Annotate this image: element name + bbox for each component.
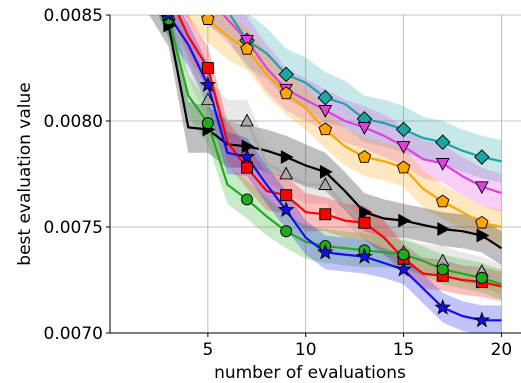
series-7-point bbox=[280, 225, 293, 238]
series-4-point bbox=[241, 139, 255, 154]
series-8-point bbox=[199, 76, 217, 93]
series-2-point bbox=[240, 35, 254, 48]
series-8-point bbox=[163, 15, 174, 23]
series-8-point bbox=[277, 201, 295, 218]
y-tick-label: 0.0080 bbox=[44, 112, 103, 132]
series-8-point bbox=[395, 260, 412, 277]
series-6-point bbox=[201, 62, 214, 74]
y-tick-label: 0.0085 bbox=[44, 6, 103, 26]
series-6-point bbox=[280, 189, 293, 202]
series-8-point bbox=[434, 298, 452, 315]
series-1-point bbox=[317, 89, 334, 106]
series-4-point bbox=[398, 213, 412, 228]
series-3-point bbox=[240, 41, 254, 55]
series-2-point bbox=[435, 158, 450, 171]
series-5-point bbox=[200, 92, 215, 106]
series-7-point bbox=[241, 193, 253, 206]
series-5-point bbox=[279, 166, 294, 180]
x-axis-label: number of evaluations bbox=[214, 363, 406, 383]
series-2-point bbox=[474, 181, 489, 195]
x-tick-label: 20 bbox=[491, 340, 513, 360]
series-7-point bbox=[475, 271, 488, 284]
axes bbox=[109, 15, 521, 334]
series-5-band bbox=[158, 15, 502, 295]
series-8-point bbox=[316, 243, 334, 260]
series-4-band bbox=[149, 15, 502, 266]
series-6-point bbox=[319, 208, 332, 221]
series-6-band bbox=[168, 15, 502, 302]
series-3-point bbox=[435, 194, 450, 208]
series-6-point bbox=[358, 216, 371, 229]
series-3-point bbox=[318, 122, 333, 136]
series-7-point bbox=[436, 263, 449, 276]
series-8-band bbox=[158, 15, 502, 333]
series-5-point bbox=[318, 177, 333, 190]
series-7-point bbox=[201, 117, 214, 130]
tick-labels: 5 10 15 20 0.0070 0.0075 0.0080 0.0085 bbox=[44, 6, 513, 360]
series-4-point bbox=[437, 222, 451, 237]
y-axis-label: best evaluation value bbox=[15, 82, 35, 265]
series-1-point bbox=[278, 66, 294, 83]
series-3-point bbox=[475, 215, 489, 229]
series-2-point bbox=[318, 105, 333, 118]
series-6-point bbox=[241, 161, 253, 174]
series-3-point bbox=[396, 160, 411, 174]
y-tick-label: 0.0075 bbox=[44, 218, 103, 238]
series-2-point bbox=[357, 122, 372, 135]
series-4-point bbox=[319, 164, 333, 179]
x-tick-label: 5 bbox=[202, 340, 213, 360]
y-tick-label: 0.0070 bbox=[44, 324, 103, 344]
series-4-point bbox=[280, 150, 294, 164]
series-3-point bbox=[201, 15, 215, 25]
series-8-point bbox=[356, 247, 373, 264]
series-4-point bbox=[476, 228, 490, 243]
series-markers bbox=[161, 0, 491, 328]
series-2-point bbox=[396, 141, 411, 154]
x-tick-label: 10 bbox=[295, 340, 317, 360]
series-5-point bbox=[240, 113, 254, 127]
series-1-point bbox=[434, 134, 451, 150]
series-3-point bbox=[357, 149, 372, 163]
series-8-point bbox=[473, 311, 491, 328]
series-1-point bbox=[474, 149, 490, 165]
series-4-point bbox=[359, 205, 372, 220]
series-8-point bbox=[238, 148, 256, 165]
series-1-point bbox=[395, 121, 412, 138]
series-1-point bbox=[201, 0, 215, 5]
series-1-band bbox=[199, 15, 502, 183]
series-3-point bbox=[279, 86, 293, 100]
series-7-point bbox=[397, 248, 410, 261]
x-tick-label: 15 bbox=[393, 340, 415, 360]
series-2-point bbox=[202, 0, 214, 5]
